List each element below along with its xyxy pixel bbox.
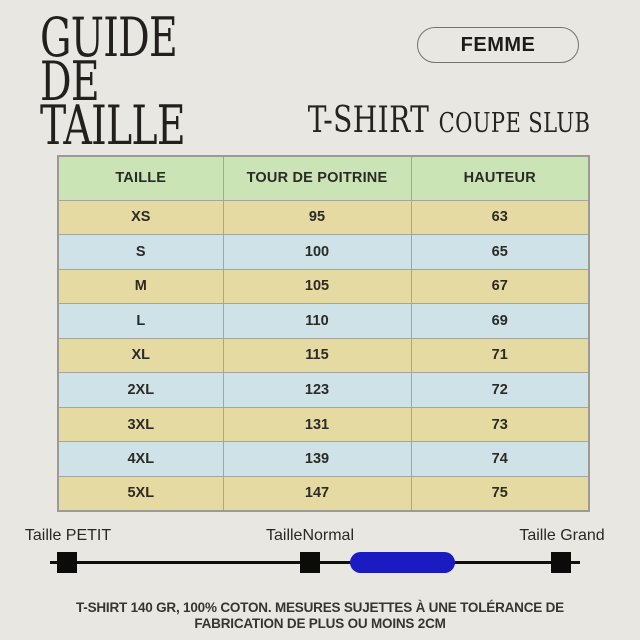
chest-cell: 115	[222, 337, 412, 374]
chest-cell: 100	[222, 234, 412, 270]
size-table: TAILLE TOUR DE POITRINE HAUTEUR XS 95 63…	[57, 155, 590, 512]
gender-badge-label: FEMME	[460, 33, 536, 56]
height-cell: 65	[410, 234, 590, 270]
chest-cell: 95	[222, 199, 412, 236]
chest-cell: 139	[222, 441, 412, 477]
product-name: T-SHIRT	[307, 100, 429, 141]
height-cell: 67	[410, 268, 590, 305]
product-subtitle: T-SHIRT COUPE SLUB	[307, 100, 590, 141]
page-title: GUIDE DE TAILLE	[40, 6, 186, 157]
size-cell: 5XL	[57, 475, 224, 512]
size-cell: 2XL	[57, 372, 224, 408]
product-variant: COUPE SLUB	[438, 108, 590, 139]
height-cell: 73	[410, 406, 590, 443]
footer-note: T-SHIRT 140 GR, 100% COTON. MESURES SUJE…	[75, 600, 564, 631]
size-cell: 3XL	[57, 406, 224, 443]
table-row-3xl: 3XL 131 73	[57, 406, 590, 443]
size-cell: XL	[57, 337, 224, 374]
chest-cell: 147	[222, 475, 412, 512]
table-row-4xl: 4XL 139 74	[57, 441, 590, 477]
size-cell: S	[57, 234, 224, 270]
size-cell: L	[57, 303, 224, 339]
size-cell: 4XL	[57, 441, 224, 477]
chest-cell: 110	[222, 303, 412, 339]
fit-indicator-pill[interactable]	[350, 552, 455, 573]
scale-marker-petit[interactable]	[57, 552, 77, 573]
scale-marker-grand[interactable]	[551, 552, 571, 573]
height-cell: 75	[410, 475, 590, 512]
height-cell: 72	[410, 372, 590, 408]
table-row-xs: XS 95 63	[57, 199, 590, 236]
size-cell: XS	[57, 199, 224, 236]
column-header-hauteur: HAUTEUR	[410, 155, 590, 201]
height-cell: 71	[410, 337, 590, 374]
column-header-tour-de-poitrine: TOUR DE POITRINE	[222, 155, 412, 201]
column-header-taille: TAILLE	[57, 155, 224, 201]
table-row-5xl: 5XL 147 75	[57, 475, 590, 512]
scale-label-grand: Taille Grand	[519, 527, 605, 544]
table-row-2xl: 2XL 123 72	[57, 372, 590, 408]
scale-marker-normal[interactable]	[300, 552, 320, 573]
gender-badge-femme[interactable]: FEMME	[417, 27, 579, 63]
table-row-m: M 105 67	[57, 268, 590, 305]
height-cell: 69	[410, 303, 590, 339]
height-cell: 63	[410, 199, 590, 236]
size-cell: M	[57, 268, 224, 305]
table-row-s: S 100 65	[57, 234, 590, 270]
height-cell: 74	[410, 441, 590, 477]
scale-label-petit: Taille PETIT	[24, 527, 112, 544]
chest-cell: 123	[222, 372, 412, 408]
table-row-xl: XL 115 71	[57, 337, 590, 374]
table-header-row: TAILLE TOUR DE POITRINE HAUTEUR	[57, 155, 590, 201]
chest-cell: 105	[222, 268, 412, 305]
table-row-l: L 110 69	[57, 303, 590, 339]
scale-label-normal: TailleNormal	[265, 527, 355, 544]
chest-cell: 131	[222, 406, 412, 443]
